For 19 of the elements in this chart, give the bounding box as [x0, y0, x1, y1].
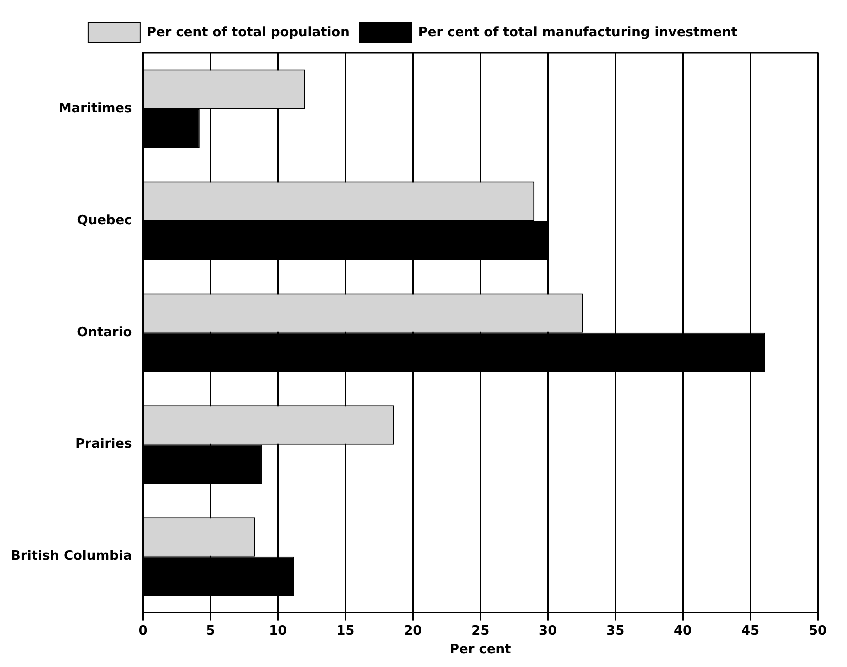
y-tick-label: Ontario	[77, 325, 132, 340]
x-tick-label: 5	[206, 624, 216, 639]
y-tick-label: Quebec	[77, 213, 132, 228]
y-tick-label: British Columbia	[10, 549, 132, 564]
legend-label: Per cent of total manufacturing investment	[418, 25, 738, 40]
x-tick-label: 30	[539, 624, 558, 639]
x-axis-title: Per cent	[450, 642, 512, 658]
x-tick-label: 0	[138, 624, 148, 639]
x-tick-label: 35	[606, 624, 625, 639]
legend-label: Per cent of total population	[146, 25, 350, 40]
x-tick-label: 50	[808, 624, 828, 639]
x-tick-label: 45	[741, 624, 760, 639]
y-tick-label: Maritimes	[58, 101, 132, 116]
x-tick-label: 40	[674, 624, 692, 639]
y-tick-label: Prairies	[76, 437, 132, 452]
x-tick-label: 15	[336, 624, 355, 639]
x-tick-label: 20	[404, 624, 422, 639]
x-tick-label: 10	[269, 624, 288, 639]
x-tick-label: 25	[472, 624, 490, 639]
